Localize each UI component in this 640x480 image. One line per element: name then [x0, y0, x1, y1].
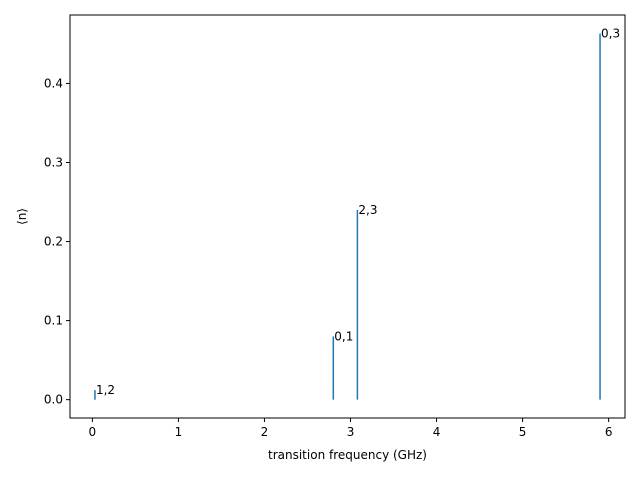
stem-label: 2,3	[358, 203, 377, 217]
x-axis-label: transition frequency (GHz)	[268, 448, 427, 462]
x-tick-label: 3	[347, 425, 355, 439]
x-axis-ticks: 0 1 2 3 4 5 6	[89, 418, 613, 439]
y-axis-ticks: 0.0 0.1 0.2 0.3 0.4	[44, 76, 70, 407]
y-tick-label: 0.0	[44, 393, 63, 407]
y-tick-label: 0.3	[44, 156, 63, 170]
stem-label: 0,1	[334, 329, 353, 343]
y-axis-label: ⟨n⟩	[15, 208, 29, 225]
x-tick-label: 6	[605, 425, 613, 439]
y-tick-label: 0.2	[44, 235, 63, 249]
y-tick-label: 0.1	[44, 314, 63, 328]
x-tick-label: 5	[519, 425, 527, 439]
x-tick-label: 0	[89, 425, 97, 439]
stem-label: 1,2	[96, 383, 115, 397]
stem-lines	[94, 33, 601, 400]
x-tick-label: 2	[261, 425, 269, 439]
x-tick-label: 4	[433, 425, 441, 439]
stem-label: 0,3	[601, 27, 620, 41]
y-tick-label: 0.4	[44, 76, 63, 90]
stem-annotations: 1,2 0,1 2,3 0,3	[96, 27, 620, 398]
x-tick-label: 1	[175, 425, 183, 439]
plot-frame	[69, 14, 626, 419]
